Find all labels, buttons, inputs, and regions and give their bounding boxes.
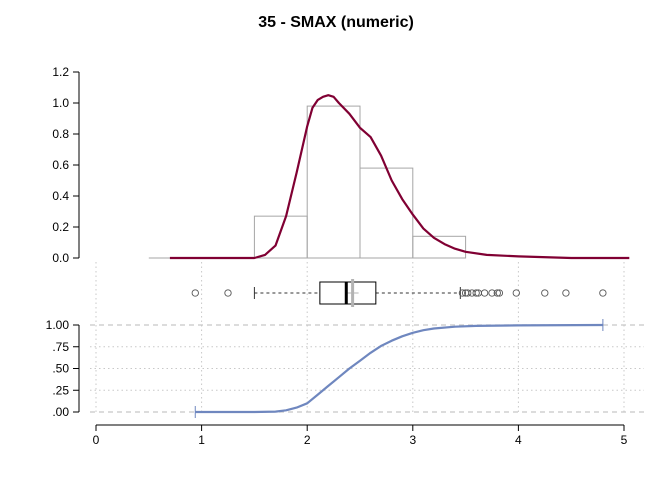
- boxplot-outlier: [512, 289, 520, 297]
- histogram-bar: [306, 105, 361, 259]
- boxplot-outlier: [599, 289, 607, 297]
- hist-y-tick-label: 0.4: [52, 189, 69, 203]
- ecdf-y-tick-label: .00: [52, 405, 69, 419]
- boxplot-outlier: [458, 289, 467, 297]
- hist-y-tick-label: 0.6: [52, 158, 69, 172]
- x-axis: 0 1 2 3 4 5: [93, 424, 628, 447]
- x-tick-label: 2: [304, 433, 311, 447]
- hist-y-tick-label: 0.0: [52, 251, 69, 265]
- chart-title: 35 - SMAX (numeric): [258, 14, 414, 31]
- hist-y-tick-label: 0.2: [52, 220, 69, 234]
- ecdf-curve: [195, 323, 603, 414]
- histogram-panel: 0.0 0.2 0.4 0.6 0.8 1.0 1.2: [52, 65, 630, 265]
- boxplot-outlier: [495, 289, 504, 297]
- ecdf-y-tick-label: .50: [52, 362, 69, 376]
- histogram-bar: [412, 235, 467, 259]
- boxplot-outlier: [464, 289, 472, 297]
- x-tick-label: 5: [621, 433, 628, 447]
- boxplot-outlier: [224, 289, 232, 297]
- boxplot-outlier: [472, 289, 480, 297]
- histogram-bar: [359, 167, 414, 259]
- boxplot-outlier: [191, 289, 199, 297]
- boxplot-panel: [95, 262, 625, 412]
- histogram-bar: [253, 215, 308, 259]
- x-tick-label: 0: [93, 433, 100, 447]
- hist-y-tick-label: 0.8: [52, 127, 69, 141]
- boxplot-outlier: [493, 289, 501, 297]
- hist-y-tick-label: 1.0: [52, 96, 69, 110]
- x-tick-label: 1: [198, 433, 205, 447]
- x-tick-label: 3: [409, 433, 416, 447]
- boxplot-outlier: [562, 289, 570, 297]
- ecdf-panel: .00 .25 .50 .75 1.00: [46, 318, 644, 419]
- ecdf-y-tick-label: .75: [52, 340, 69, 354]
- x-tick-label: 4: [515, 433, 522, 447]
- boxplot-outlier: [480, 289, 489, 297]
- hist-y-tick-label: 1.2: [52, 65, 69, 79]
- ecdf-y-tick-label: .25: [52, 383, 69, 397]
- boxplot-outlier: [488, 289, 496, 297]
- ecdf-y-tick-label: 1.00: [46, 318, 70, 332]
- density-curve: [169, 94, 630, 260]
- boxplot-outlier: [541, 289, 549, 297]
